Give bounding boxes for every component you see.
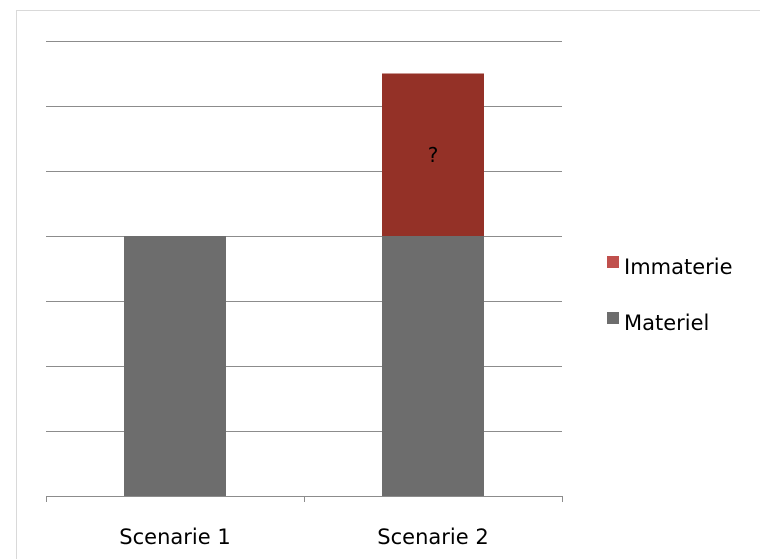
bars bbox=[124, 73, 484, 496]
legend: Immaterie Materiel bbox=[607, 255, 733, 335]
gridlines bbox=[46, 41, 562, 432]
bar-immaterie-2 bbox=[382, 73, 484, 236]
legend-label-immaterie: Immaterie bbox=[624, 255, 733, 279]
legend-swatch-immaterie bbox=[607, 256, 619, 268]
category-labels: Scenarie 1 Scenarie 2 bbox=[119, 525, 488, 549]
legend-swatch-materiel bbox=[607, 312, 619, 324]
legend-label-materiel: Materiel bbox=[624, 311, 709, 335]
chart-frame bbox=[16, 10, 760, 559]
bar-materiel-1 bbox=[124, 236, 226, 496]
annotations: ? bbox=[428, 143, 439, 167]
x-axis-ticks bbox=[46, 496, 563, 502]
category-label: Scenarie 2 bbox=[377, 525, 488, 549]
bar-materiel-2 bbox=[382, 236, 484, 496]
category-label: Scenarie 1 bbox=[119, 525, 230, 549]
question-mark-annotation: ? bbox=[428, 143, 439, 167]
